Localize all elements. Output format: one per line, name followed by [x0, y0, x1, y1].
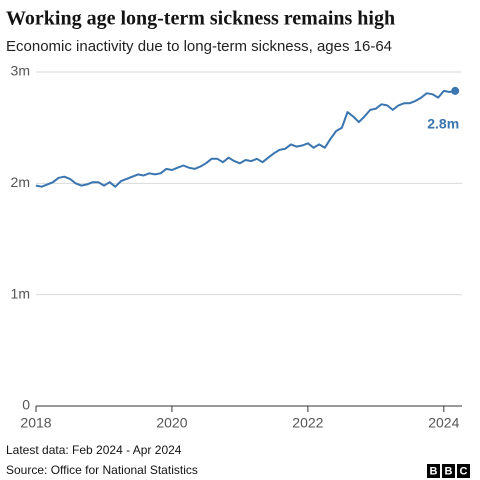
- value-label: 2.8m: [427, 116, 459, 132]
- y-tick-label: 3m: [11, 63, 30, 79]
- chart-title: Working age long-term sickness remains h…: [6, 8, 395, 30]
- y-tick-label: 1m: [11, 285, 30, 301]
- x-tick-label: 2018: [20, 415, 51, 431]
- source: Source: Office for National Statistics: [6, 463, 198, 477]
- data-line: [35, 89, 456, 188]
- logo-block: [442, 464, 455, 478]
- note: Latest data: Feb 2024 - Apr 2024: [6, 443, 182, 457]
- logo: B B C: [427, 464, 470, 478]
- chart-subtitle: Economic inactivity due to long-term sic…: [6, 38, 392, 55]
- y-tick-label: 2m: [11, 174, 30, 190]
- logo-letter: B: [430, 465, 438, 477]
- logo-block: [457, 464, 470, 478]
- end-point: [451, 86, 460, 95]
- logo-block: [427, 464, 440, 478]
- y-tick-label: 0: [22, 397, 30, 413]
- x-tick-label: 2022: [292, 415, 323, 431]
- x-tick-label: 2024: [428, 415, 459, 431]
- logo-letter: B: [445, 465, 453, 477]
- x-tick-label: 2020: [156, 415, 187, 431]
- logo-letter: C: [460, 465, 468, 477]
